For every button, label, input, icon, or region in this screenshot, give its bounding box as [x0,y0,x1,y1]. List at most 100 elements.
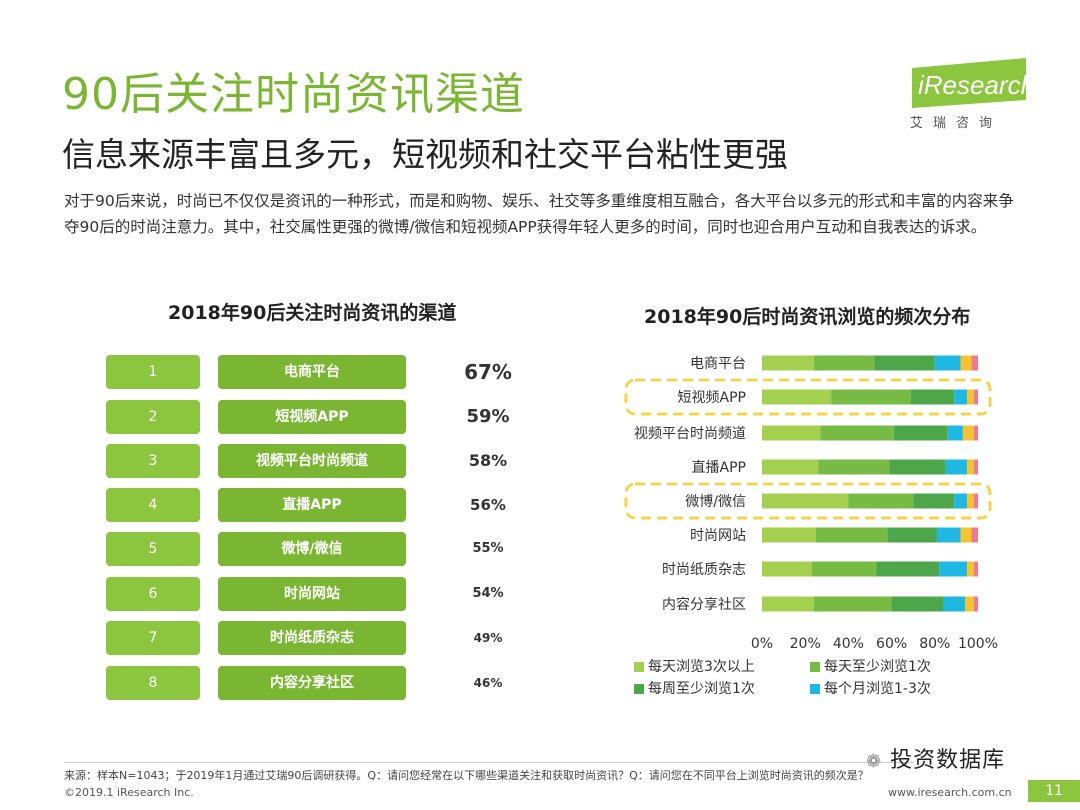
bar-segment [816,527,888,543]
bar-segment [936,527,961,543]
rank-percentage: 49% [473,631,503,645]
rank-channel-label: 视频平台时尚频道 [218,444,406,478]
legend-label: 每周至少浏览1次 [648,681,755,697]
category-label: 电商平台 [690,356,746,372]
legend-label: 每个月浏览1-3次 [824,681,931,697]
bar-segment [939,561,968,577]
bar-segment [762,425,821,441]
rank-percentage: 54% [472,586,504,601]
bar-segment [954,493,968,509]
x-tick-label: 20% [790,636,821,652]
rank-number: 6 [106,577,200,611]
rank-row: 3 视频平台时尚频道 58% [106,444,526,478]
category-label: 时尚纸质杂志 [662,562,746,578]
legend-label: 每天至少浏览1次 [824,659,931,675]
category-label: 短视频APP [678,390,746,406]
highlight-box [624,378,992,416]
rank-channel-label: 直播APP [218,488,406,522]
bar-segment [934,355,961,371]
bar-segment [891,596,944,612]
bar-segment [967,459,974,475]
category-label: 时尚网站 [690,528,746,544]
page-title: 90后关注时尚资讯渠道 [62,69,525,120]
rank-channel-label: 短视频APP [218,400,406,434]
category-label: 微博/微信 [685,493,746,510]
bar-segment [762,596,814,612]
rank-percentage: 55% [472,541,504,556]
bar-segment [973,493,978,509]
rank-channel-label: 电商平台 [218,355,406,389]
bar-segment [893,425,948,441]
rank-channel-label: 时尚纸质杂志 [218,621,406,655]
ranking-chart-title: 2018年90后关注时尚资讯的渠道 [168,302,457,324]
category-label: 直播APP [692,459,746,476]
legend-swatch [634,662,644,672]
bar-segment [818,459,890,475]
rank-row: 8 内容分享社区 46% [106,666,526,700]
page-number: 11 [1028,780,1080,802]
rank-row: 4 直播APP 56% [106,488,526,522]
source-note: 来源：样本N=1043；于2019年1月通过艾瑞90后调研获得。Q：请问您经常在… [64,762,914,783]
legend-item: 每天浏览3次以上 [634,656,755,676]
rank-row: 7 时尚纸质杂志 49% [106,621,526,655]
category-label: 视频平台时尚频道 [634,426,746,442]
rank-number: 4 [106,488,200,522]
watermark-text: 投资数据库 [890,748,1006,773]
category-label: 内容分享社区 [662,596,746,613]
intro-paragraph: 对于90后来说，时尚已不仅仅是资讯的一种形式，而是和购物、娱乐、社交等多重维度相… [64,192,1014,236]
bar-segment [973,459,978,475]
logo-text: iResearch [918,70,1030,100]
rank-channel-label: 微博/微信 [218,532,406,566]
rank-percentage: 46% [473,676,503,690]
bar-segment [973,561,978,577]
legend-label: 每天浏览3次以上 [648,659,755,675]
rank-number: 1 [106,355,200,389]
rank-number: 2 [106,400,200,434]
website-url: www.iresearch.com.cn [888,786,1012,799]
bar-segment [813,596,892,612]
bar-segment [813,355,875,371]
bar-segment [965,596,974,612]
legend-swatch [810,662,820,672]
bar-segment [762,459,819,475]
x-tick-label: 60% [876,636,907,652]
x-tick-label: 0% [751,636,773,652]
bar-segment [967,389,974,405]
bar-segment [973,389,978,405]
legend-swatch [634,684,644,694]
logo-tagline: 艾瑞咨询 [910,116,1003,131]
rank-row: 1 电商平台 67% [106,355,526,389]
bar-segment [971,527,978,543]
wechat-watermark: ❁ 投资数据库 [866,742,1005,774]
bar-segment [762,527,816,543]
rank-percentage: 56% [470,496,506,514]
bar-segment [913,493,955,509]
rank-percentage: 67% [464,360,512,384]
bar-segment [973,596,978,612]
rank-number: 8 [106,666,200,700]
legend-item: 每周至少浏览1次 [634,678,755,698]
x-tick-label: 40% [833,636,864,652]
rank-row: 5 微博/微信 55% [106,532,526,566]
rank-channel-label: 时尚网站 [218,577,406,611]
bar-segment [811,561,877,577]
rank-percentage: 58% [468,451,508,470]
bar-segment [762,493,849,509]
bar-segment [831,389,912,405]
bar-segment [971,355,978,371]
bar-segment [887,527,937,543]
page-subtitle: 信息来源丰富且多元，短视频和社交平台粘性更强 [62,135,788,174]
legend-item: 每个月浏览1-3次 [810,678,931,698]
bar-segment [945,459,968,475]
bar-segment [960,527,972,543]
legend-item: 每天至少浏览1次 [810,656,931,676]
bar-segment [911,389,955,405]
bar-segment [762,389,832,405]
bar-segment [820,425,894,441]
bar-segment [848,493,914,509]
frequency-chart-title: 2018年90后时尚资讯浏览的频次分布 [644,306,971,328]
wechat-icon: ❁ [866,751,883,772]
bar-segment [947,425,963,441]
rank-row: 2 短视频APP 59% [106,400,526,434]
